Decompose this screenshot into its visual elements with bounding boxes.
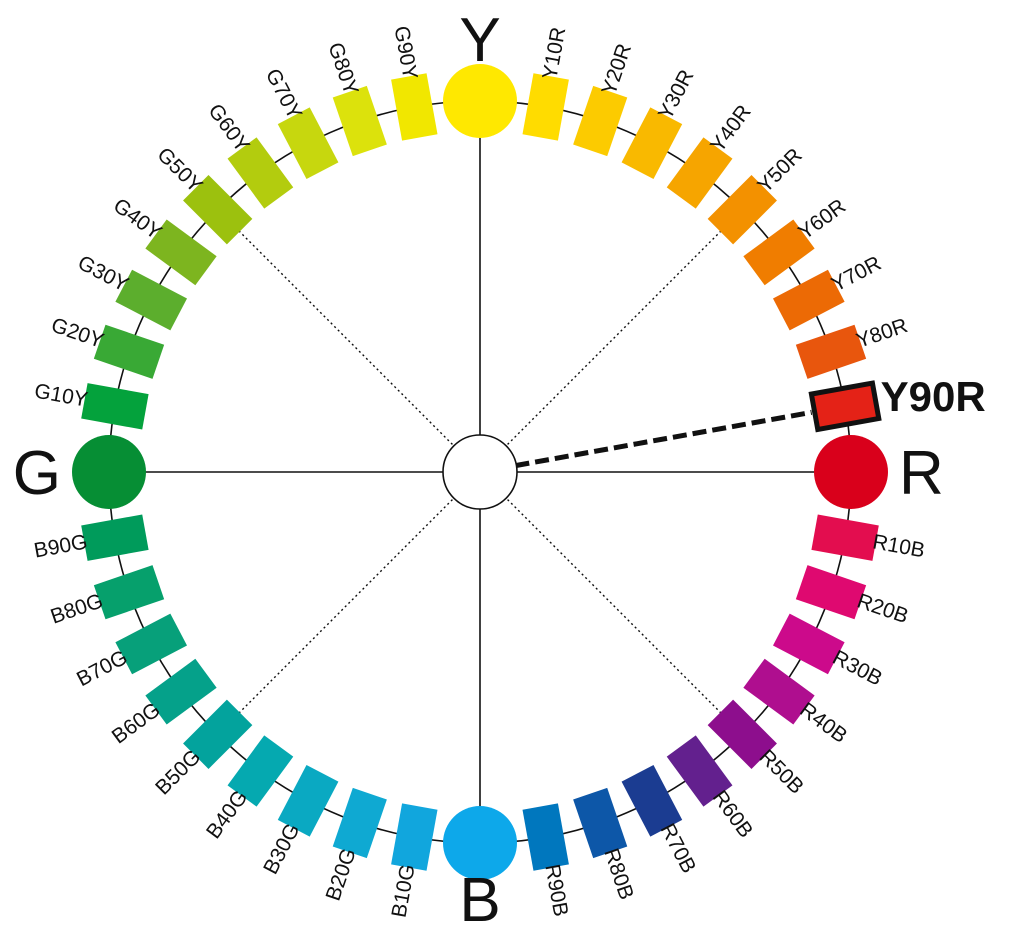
hue-label-g80y: G80Y	[323, 40, 362, 98]
swatch-g90y	[391, 73, 438, 141]
hue-label-b40g: B40G	[202, 786, 252, 843]
hue-label-g10y: G10Y	[33, 380, 90, 412]
swatch-r20b	[795, 565, 867, 620]
hue-label-y10r: Y10R	[538, 25, 570, 81]
swatch-b90g	[81, 514, 149, 561]
swatch-r40b	[743, 658, 815, 725]
swatch-y50r	[707, 175, 777, 245]
diagonal-guide	[503, 495, 724, 716]
primary-colors	[72, 64, 888, 880]
swatch-g20y	[93, 324, 165, 379]
hue-label-y40r: Y40R	[706, 101, 756, 157]
swatch-g30y	[115, 269, 188, 331]
hue-label-b80g: B80G	[48, 589, 106, 628]
hue-label-r20b: R20B	[854, 589, 911, 628]
hue-label-r40b: R40B	[795, 698, 851, 748]
swatch-b70g	[115, 613, 188, 675]
hue-label-b90g: B90G	[32, 530, 89, 562]
hue-label-g70y: G70Y	[261, 65, 306, 123]
primary-g-label: G	[13, 439, 61, 508]
primary-b-label: B	[459, 866, 500, 935]
swatch-g50y	[183, 175, 253, 245]
primary-g-circle	[72, 435, 146, 509]
hue-label-g30y: G30Y	[74, 251, 132, 296]
swatch-g10y	[81, 383, 149, 430]
hue-label-r70b: R70B	[656, 820, 701, 877]
swatch-y10r	[522, 73, 569, 141]
swatch-b50g	[183, 699, 253, 769]
hue-label-r80b: R80B	[599, 845, 638, 902]
hue-label-b50g: B50G	[151, 745, 205, 799]
swatch-y40r	[666, 137, 733, 209]
primary-y-label: Y	[459, 6, 500, 75]
hue-label-y80r: Y80R	[853, 314, 910, 353]
swatch-b10g	[391, 803, 438, 871]
hue-label-b20g: B20G	[322, 845, 361, 903]
hue-label-g90y: G90Y	[389, 24, 421, 81]
hue-label-g20y: G20Y	[48, 314, 106, 353]
hue-label-y90r: Y90R	[881, 373, 986, 420]
diagonal-guide	[236, 495, 457, 716]
swatch-g70y	[277, 107, 339, 180]
primary-r-circle	[814, 435, 888, 509]
primary-y-circle	[443, 64, 517, 138]
hue-label-y60r: Y60R	[794, 195, 850, 245]
swatch-g80y	[332, 85, 387, 157]
swatch-y60r	[743, 219, 815, 286]
hue-label-r50b: R50B	[755, 745, 808, 798]
swatch-r80b	[573, 787, 628, 859]
swatch-g40y	[145, 219, 217, 286]
swatch-b60g	[145, 658, 217, 725]
hue-label-y20r: Y20R	[597, 41, 636, 98]
primary-b-circle	[443, 806, 517, 880]
hue-label-g40y: G40Y	[109, 194, 166, 244]
swatch-b20g	[332, 787, 387, 859]
primary-r-label: R	[899, 439, 944, 508]
swatch-r10b	[811, 514, 879, 561]
swatch-y30r	[621, 107, 683, 180]
swatch-y20r	[573, 85, 628, 157]
hue-label-b30g: B30G	[259, 820, 304, 878]
swatch-g60y	[227, 137, 294, 209]
swatch-r50b	[707, 699, 777, 769]
swatch-r60b	[666, 735, 733, 807]
swatch-y70r	[772, 269, 845, 331]
diagonal-guide	[503, 228, 724, 449]
swatch-y80r	[795, 324, 867, 379]
swatch-b40g	[227, 735, 294, 807]
hue-label-y50r: Y50R	[753, 144, 806, 197]
swatch-y90r	[808, 380, 882, 433]
hue-label-b10g: B10G	[388, 862, 420, 919]
hue-label-g60y: G60Y	[204, 100, 254, 157]
swatch-b30g	[277, 764, 339, 837]
hue-label-r10b: R10B	[871, 530, 927, 562]
hue-swatches	[81, 73, 882, 871]
swatch-r90b	[522, 803, 569, 871]
hue-label-y30r: Y30R	[654, 66, 699, 123]
center-neutral-circle	[442, 434, 518, 510]
hue-label-b60g: B60G	[108, 698, 165, 748]
hue-label-r30b: R30B	[829, 646, 886, 691]
swatch-r70b	[621, 764, 683, 837]
diagonal-guide	[236, 228, 457, 449]
swatch-r30b	[772, 613, 845, 675]
hue-label-g50y: G50Y	[152, 143, 206, 197]
swatch-b80g	[93, 565, 165, 620]
hue-label-y70r: Y70R	[828, 252, 885, 297]
hue-label-b70g: B70G	[73, 646, 131, 691]
hue-label-r90b: R90B	[540, 862, 572, 918]
selected-hue-pointer	[514, 409, 813, 469]
hue-label-r60b: R60B	[708, 786, 758, 842]
